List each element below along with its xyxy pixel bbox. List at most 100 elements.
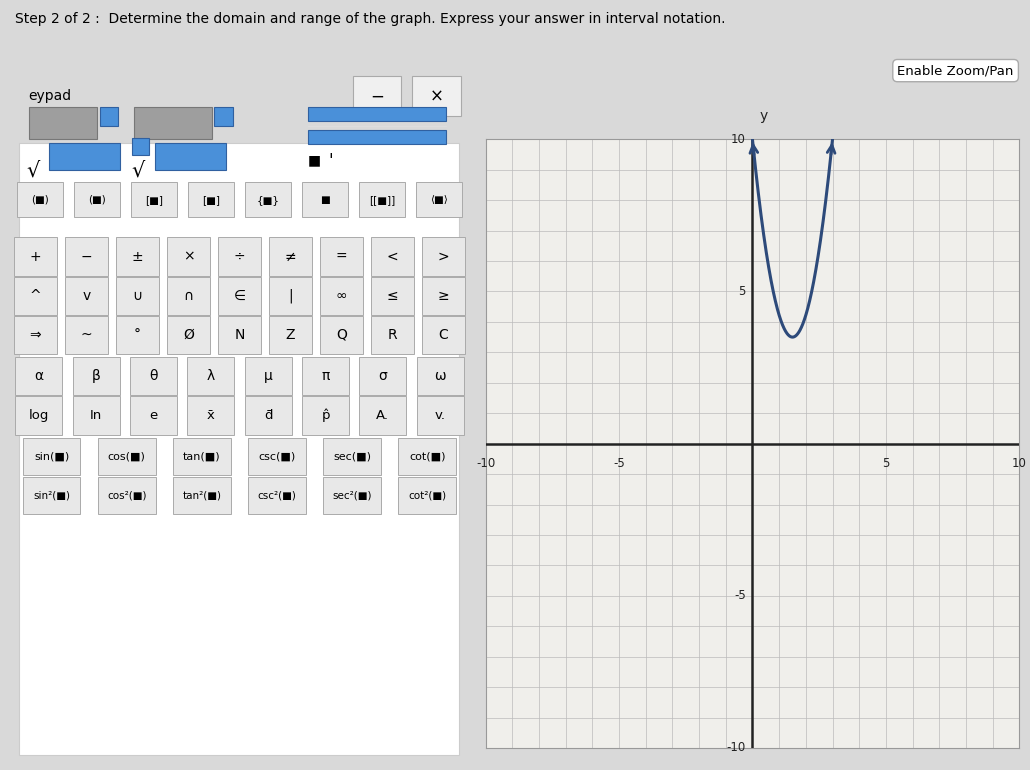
Text: ~: ~ (80, 328, 93, 342)
Text: |: | (288, 289, 293, 303)
Text: Z: Z (285, 328, 296, 342)
FancyBboxPatch shape (320, 237, 363, 276)
FancyBboxPatch shape (29, 107, 98, 139)
Text: −: − (370, 87, 384, 105)
FancyBboxPatch shape (352, 76, 402, 116)
FancyBboxPatch shape (14, 276, 57, 315)
Text: β: β (92, 370, 101, 383)
Text: csc²(■): csc²(■) (258, 490, 297, 500)
Text: ∈: ∈ (234, 289, 245, 303)
FancyBboxPatch shape (74, 182, 121, 217)
FancyBboxPatch shape (245, 182, 291, 217)
Text: ÷: ÷ (234, 249, 245, 263)
FancyBboxPatch shape (130, 357, 177, 396)
Text: tan²(■): tan²(■) (182, 490, 221, 500)
FancyBboxPatch shape (167, 237, 210, 276)
FancyBboxPatch shape (116, 276, 159, 315)
Text: sin(■): sin(■) (34, 451, 69, 461)
FancyBboxPatch shape (359, 397, 406, 434)
FancyBboxPatch shape (16, 182, 63, 217)
Text: ■: ■ (308, 153, 321, 167)
FancyBboxPatch shape (15, 397, 62, 434)
Text: A.: A. (376, 409, 389, 422)
FancyBboxPatch shape (269, 316, 312, 354)
FancyBboxPatch shape (422, 237, 465, 276)
Text: v: v (82, 289, 91, 303)
Text: =: = (336, 249, 347, 263)
FancyBboxPatch shape (173, 477, 231, 514)
FancyBboxPatch shape (65, 316, 108, 354)
Text: ⟨■⟩: ⟨■⟩ (430, 195, 448, 205)
Text: °: ° (134, 328, 141, 342)
Text: ≥: ≥ (438, 289, 449, 303)
Text: N: N (234, 328, 245, 342)
FancyBboxPatch shape (15, 357, 62, 396)
FancyBboxPatch shape (187, 397, 234, 434)
Text: -5: -5 (734, 589, 746, 602)
Text: cos(■): cos(■) (108, 451, 145, 461)
Text: sec(■): sec(■) (334, 451, 371, 461)
FancyBboxPatch shape (245, 397, 291, 434)
FancyBboxPatch shape (269, 237, 312, 276)
Text: csc(■): csc(■) (259, 451, 296, 461)
FancyBboxPatch shape (218, 237, 261, 276)
Text: Q: Q (336, 328, 347, 342)
FancyBboxPatch shape (371, 316, 414, 354)
Text: cot(■): cot(■) (409, 451, 446, 461)
FancyBboxPatch shape (65, 237, 108, 276)
FancyBboxPatch shape (65, 276, 108, 315)
Text: ω: ω (435, 370, 446, 383)
Text: -10: -10 (726, 742, 746, 755)
Text: -10: -10 (476, 457, 495, 470)
FancyBboxPatch shape (131, 182, 177, 217)
Text: e: e (149, 409, 158, 422)
FancyBboxPatch shape (302, 397, 349, 434)
FancyBboxPatch shape (14, 316, 57, 354)
Text: ∩: ∩ (183, 289, 194, 303)
Text: -5: -5 (613, 457, 625, 470)
FancyBboxPatch shape (132, 138, 149, 156)
FancyBboxPatch shape (173, 437, 231, 474)
FancyBboxPatch shape (308, 107, 446, 121)
Text: ≤: ≤ (386, 289, 399, 303)
FancyBboxPatch shape (416, 182, 462, 217)
Text: (■): (■) (89, 195, 106, 205)
FancyBboxPatch shape (23, 477, 80, 514)
Text: sin²(■): sin²(■) (33, 490, 70, 500)
Text: Ø: Ø (183, 328, 194, 342)
FancyBboxPatch shape (98, 477, 156, 514)
FancyBboxPatch shape (187, 182, 234, 217)
Text: +: + (30, 249, 41, 263)
Text: ∪: ∪ (133, 289, 142, 303)
FancyBboxPatch shape (371, 276, 414, 315)
Text: [■]: [■] (145, 195, 163, 205)
Text: [■]: [■] (202, 195, 220, 205)
FancyBboxPatch shape (116, 316, 159, 354)
FancyBboxPatch shape (412, 76, 460, 116)
FancyBboxPatch shape (218, 276, 261, 315)
Text: In: In (90, 409, 102, 422)
Text: v.: v. (435, 409, 446, 422)
FancyBboxPatch shape (218, 316, 261, 354)
FancyBboxPatch shape (302, 357, 349, 396)
Text: y: y (759, 109, 767, 122)
FancyBboxPatch shape (371, 237, 414, 276)
FancyBboxPatch shape (23, 437, 80, 474)
FancyBboxPatch shape (154, 142, 226, 169)
FancyBboxPatch shape (214, 107, 233, 126)
Text: ': ' (329, 152, 334, 170)
Text: Step 2 of 2 :  Determine the domain and range of the graph. Express your answer : Step 2 of 2 : Determine the domain and r… (15, 12, 726, 25)
Text: sec²(■): sec²(■) (333, 490, 372, 500)
FancyBboxPatch shape (100, 107, 118, 126)
Text: C: C (439, 328, 448, 342)
FancyBboxPatch shape (417, 397, 464, 434)
Text: ±: ± (132, 249, 143, 263)
FancyBboxPatch shape (130, 397, 177, 434)
Text: ⇒: ⇒ (30, 328, 41, 342)
FancyBboxPatch shape (245, 357, 291, 396)
Text: π: π (321, 370, 330, 383)
Text: d̄: d̄ (264, 409, 272, 422)
FancyBboxPatch shape (417, 357, 464, 396)
FancyBboxPatch shape (320, 276, 363, 315)
FancyBboxPatch shape (399, 477, 456, 514)
